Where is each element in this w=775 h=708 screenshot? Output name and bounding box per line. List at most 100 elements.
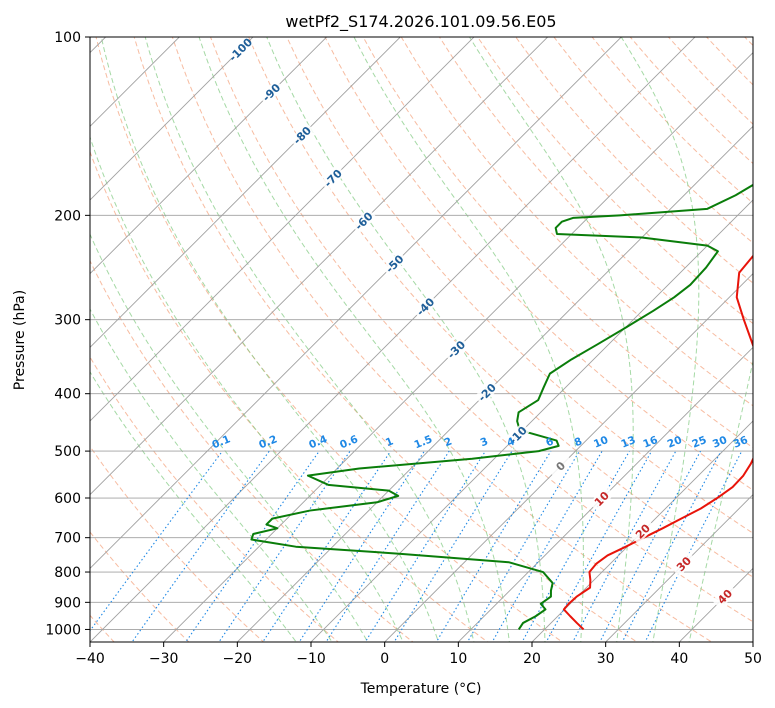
dry-adiabat-line [209, 37, 753, 623]
temperature-profile-line [562, 254, 753, 631]
mixing-ratio-line [364, 450, 486, 642]
x-tick-label: −20 [223, 651, 253, 667]
isotherm-label-bg [712, 583, 738, 610]
dry-adiabat-line [90, 531, 190, 642]
isotherm-line [90, 37, 254, 201]
x-tick-label: 50 [744, 651, 762, 667]
y-tick-label: 1000 [45, 622, 81, 638]
isotherm-line [90, 37, 549, 496]
mixing-ratio-label: 36 [732, 434, 750, 451]
isotherm-label-bg [588, 485, 615, 512]
y-tick-label: 800 [54, 565, 81, 581]
mixing-ratio-line [325, 450, 450, 642]
mixing-ratio-line [599, 450, 702, 642]
isotherm-line [90, 37, 328, 275]
mixing-ratio-label: 30 [711, 434, 729, 451]
dry-adiabat-line [248, 37, 753, 578]
mixing-ratio-line [491, 450, 603, 642]
isotherm-label-bg [227, 37, 254, 63]
x-tick-label: 0 [380, 651, 389, 667]
mixing-ratio-label: 10 [592, 434, 610, 451]
mixing-ratio-label: 2 [442, 435, 453, 449]
isotherm-line [90, 37, 475, 422]
isotherm-line [90, 37, 696, 642]
mixing-ratio-line [466, 450, 580, 642]
isotherm-line [236, 125, 753, 642]
mixing-ratio-label: 1 [384, 435, 395, 449]
isotherm-line [384, 273, 753, 642]
isotherm-label-bg [350, 208, 377, 234]
y-tick-label: 500 [54, 444, 81, 460]
mixing-ratio-line [262, 450, 392, 642]
dry-adiabat-line [95, 37, 564, 642]
dry-adiabat-line [171, 37, 713, 642]
isotherm-line [90, 37, 622, 569]
isotherm-label-bg [474, 379, 500, 406]
mixing-ratio-line [521, 450, 630, 642]
mixing-ratio-label: 20 [666, 434, 684, 451]
isotherm-line [90, 37, 180, 127]
x-tick-label: −40 [75, 651, 105, 667]
isotherm-line [457, 346, 753, 642]
dry-adiabat-line [515, 37, 753, 284]
plot-frame [89, 36, 754, 643]
isotherm-label-bg [320, 165, 346, 191]
dry-adiabat-line [362, 37, 753, 449]
y-tick-label: 900 [54, 595, 81, 611]
isotherm-line [605, 494, 753, 642]
moist-adiabat-line [620, 37, 700, 642]
isotherm-label-bg [289, 122, 315, 148]
mixing-ratio-label: 13 [619, 434, 637, 451]
dry-adiabat-line [476, 37, 753, 325]
mixing-ratio-line [393, 450, 513, 642]
dry-adiabat-line [90, 356, 339, 642]
mixing-ratio-line [298, 450, 425, 642]
y-tick-label: 400 [54, 387, 81, 403]
mixing-ratio-label: 3 [479, 435, 490, 449]
y-axis-label: Pressure (hPa) [12, 290, 28, 390]
isotherm-label-bg [629, 518, 656, 545]
y-tick-label: 600 [54, 491, 81, 507]
x-axis-label: Temperature (°C) [360, 681, 482, 697]
dry-adiabat-line [90, 259, 414, 642]
mixing-ratio-label: 16 [641, 434, 659, 451]
y-tick-label: 200 [54, 208, 81, 224]
mixing-ratio-line [545, 450, 653, 642]
mixing-ratio-label: 6 [544, 435, 555, 449]
isotherm-label-bg [258, 79, 284, 106]
mixing-ratio-line [572, 450, 677, 642]
isotherm-label-bg [547, 453, 574, 479]
x-tick-label: 20 [523, 651, 541, 667]
isotherm-line [90, 37, 401, 348]
isotherm-label-bg [443, 336, 469, 363]
dry-adiabat-line [133, 37, 638, 642]
mixing-ratio-label: 8 [573, 435, 584, 449]
chart-title: wetPf2_S174.2026.101.09.56.E05 [285, 12, 556, 32]
x-tick-label: 40 [670, 651, 688, 667]
isotherm-label-bg [381, 251, 408, 277]
x-tick-label: −30 [149, 651, 179, 667]
x-tick-label: 10 [449, 651, 467, 667]
isotherm-label-bg [412, 293, 439, 320]
mixing-ratio-line [435, 450, 552, 642]
x-tick-label: −10 [296, 651, 326, 667]
dry-adiabat-line [400, 37, 753, 407]
mixing-ratio-line [90, 450, 223, 632]
mixing-ratio-line [131, 450, 270, 642]
y-tick-label: 100 [54, 30, 81, 46]
moist-adiabat-line [90, 308, 333, 642]
mixing-ratio-label: 25 [690, 434, 708, 451]
mixing-ratio-line [218, 450, 351, 642]
mixing-ratio-label: 4 [505, 435, 516, 449]
y-tick-label: 300 [54, 313, 81, 329]
moist-adiabat-line [90, 233, 369, 642]
dry-adiabat-line [90, 445, 265, 642]
isotherm-line [310, 199, 753, 642]
y-tick-label: 700 [54, 531, 81, 547]
isotherm-label-bg [505, 422, 531, 448]
moist-adiabat-line [144, 37, 475, 642]
isotherm-line [163, 52, 753, 642]
moist-adiabat-line [688, 358, 753, 642]
